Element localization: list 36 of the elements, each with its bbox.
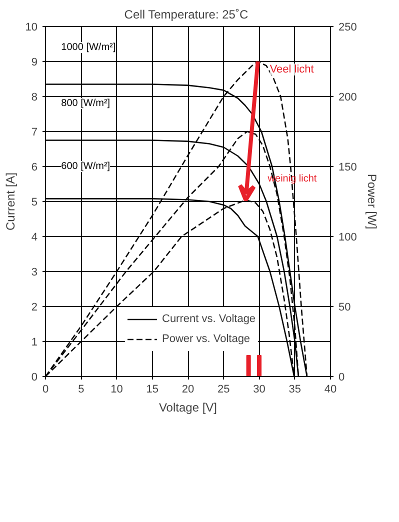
legend-label: Current vs. Voltage [162, 313, 256, 325]
legend-label: Power vs. Voltage [162, 333, 250, 345]
x-tick-label: 35 [288, 384, 302, 396]
annotation: 1000 [W/m²] [61, 42, 116, 53]
x-tick-label: 20 [182, 384, 194, 396]
y-tick-label: 4 [31, 232, 38, 244]
x-tick-label: 25 [218, 384, 230, 396]
chart-title: Cell Temperature: 25˚C [124, 8, 248, 22]
y2-tick-label: 100 [338, 232, 357, 244]
x-tick-label: 15 [146, 384, 159, 396]
y2-tick-label: 50 [338, 302, 351, 314]
y-tick-label: 8 [31, 92, 38, 104]
y-tick-label: 9 [31, 56, 38, 68]
y-tick-label: 5 [31, 196, 38, 208]
x-tick-label: 5 [78, 384, 84, 396]
x-tick-label: 30 [253, 384, 266, 396]
y-tick-label: 7 [31, 126, 38, 138]
annotation: 600 [W/m²] [61, 161, 110, 172]
x-tick-label: 10 [110, 384, 123, 396]
y-tick-label: 10 [25, 22, 38, 34]
annotation: 800 [W/m²] [61, 98, 110, 109]
x-tick-label: 0 [42, 384, 49, 396]
y-tick-label: 6 [31, 162, 38, 174]
x-axis-title: Voltage [V] [158, 400, 218, 414]
annotation: Veel licht [270, 64, 314, 76]
y2-tick-label: 150 [338, 162, 357, 174]
x-tick-label: 40 [324, 384, 337, 396]
y2-axis-title: Power [W] [364, 174, 379, 230]
y2-tick-label: 200 [338, 92, 357, 104]
y-tick-label: 0 [31, 372, 38, 384]
y2-tick-label: 0 [338, 372, 345, 384]
y2-tick-label: 250 [338, 22, 357, 34]
y-tick-label: 3 [31, 266, 38, 278]
y-tick-label: 1 [31, 336, 38, 348]
y-axis-title: Current [A] [3, 172, 18, 231]
y-tick-label: 2 [31, 302, 38, 314]
